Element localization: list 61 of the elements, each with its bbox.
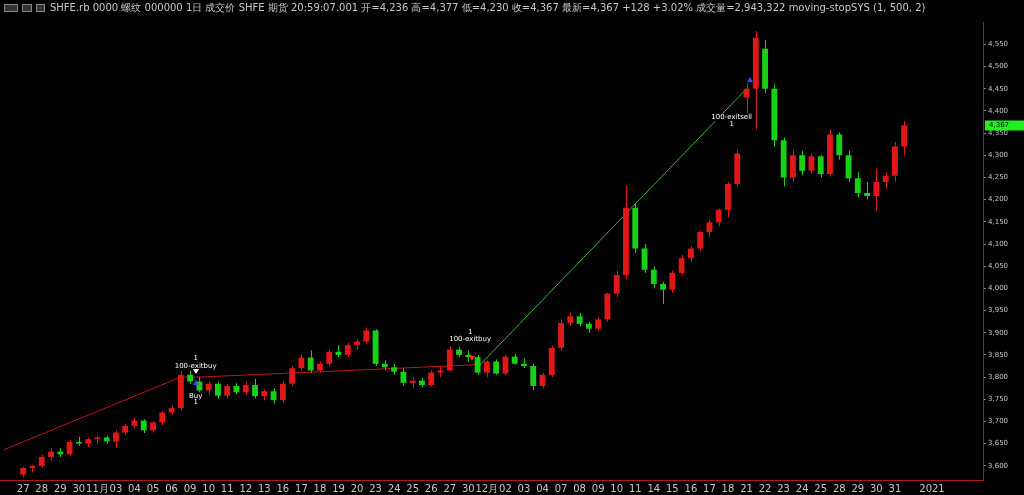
candlestick [437,365,444,378]
x-tick-label: 09 [591,482,605,494]
x-tick-label: 22 [758,482,772,494]
x-tick-label: 19 [332,482,345,494]
x-tick-label: 09 [183,482,197,494]
candlestick [122,423,129,436]
x-tick-label: 24 [387,482,401,494]
x-tick-label: 04 [536,482,549,494]
candlestick [391,363,398,376]
candlestick [567,312,574,327]
x-tick-label: 23 [777,482,790,494]
x-tick-label: 27 [16,482,30,494]
candlestick [595,316,602,332]
chart-title: SHFE.rb 0000 螺纹 000000 1日 成交价 SHFE 期货 20:59:07.001 开=4,236 高=4,377 低=4,230 收=4,367 最新=4,367 +128 +3.02% 成交量=2,943,322 moving-stopSYS (1, 500, 2) [50,1,926,15]
x-tick-label: 25 [406,482,420,494]
x-tick-label: 18 [313,482,327,494]
x-tick-label: 27 [443,482,457,494]
x-tick-label: 11 [220,482,234,494]
x-tick-label: 18 [721,482,735,494]
x-tick-label: 13 [257,482,271,494]
x-tick-label: 12月 [475,482,499,494]
x-tick-label: 20 [350,482,364,494]
x-tick-label: 2021 [919,482,945,494]
x-tick-label: 11 [628,482,642,494]
x-tick-label: 05 [146,482,160,494]
candlestick [20,466,27,478]
candlestick [187,369,194,385]
x-tick-label: 16 [684,482,698,494]
x-tick-label: 17 [703,482,716,494]
candlestick [75,436,82,447]
x-tick-label: 28 [35,482,49,494]
x-tick-label: 08 [573,482,586,494]
x-tick-label: 03 [109,482,123,494]
x-tick-label: 14 [647,482,661,494]
x-tick-label: 24 [795,482,809,494]
x-tick-label: 25 [814,482,828,494]
x-tick-label: 21 [740,482,753,494]
x-tick-label: 06 [165,482,178,494]
x-tick-label: 11月 [86,482,109,494]
x-tick-label: 30 [461,482,475,494]
x-tick-label: 23 [369,482,382,494]
x-tick-label: 02 [499,482,512,494]
x-tick-label: 15 [665,482,679,494]
candlestick [576,312,583,327]
x-tick-label: 17 [295,482,308,494]
x-tick-label: 04 [128,482,141,494]
x-tick-label: 16 [276,482,290,494]
x-tick-label: 26 [424,482,438,494]
x-tick-label: 12 [239,482,253,494]
x-tick-label: 29 [851,482,865,494]
x-tick-label: 07 [554,482,568,494]
candlestick [94,435,101,445]
x-tick-label: 30 [72,482,86,494]
x-tick-label: 10 [610,482,624,494]
x-tick-label: 30 [869,482,883,494]
x-tick-label: 29 [53,482,67,494]
x-tick-label: 03 [517,482,531,494]
x-tick-label: 10 [202,482,216,494]
candlestick [85,436,92,448]
x-tick-label: 31 [888,482,902,494]
x-tick-label: 28 [832,482,846,494]
